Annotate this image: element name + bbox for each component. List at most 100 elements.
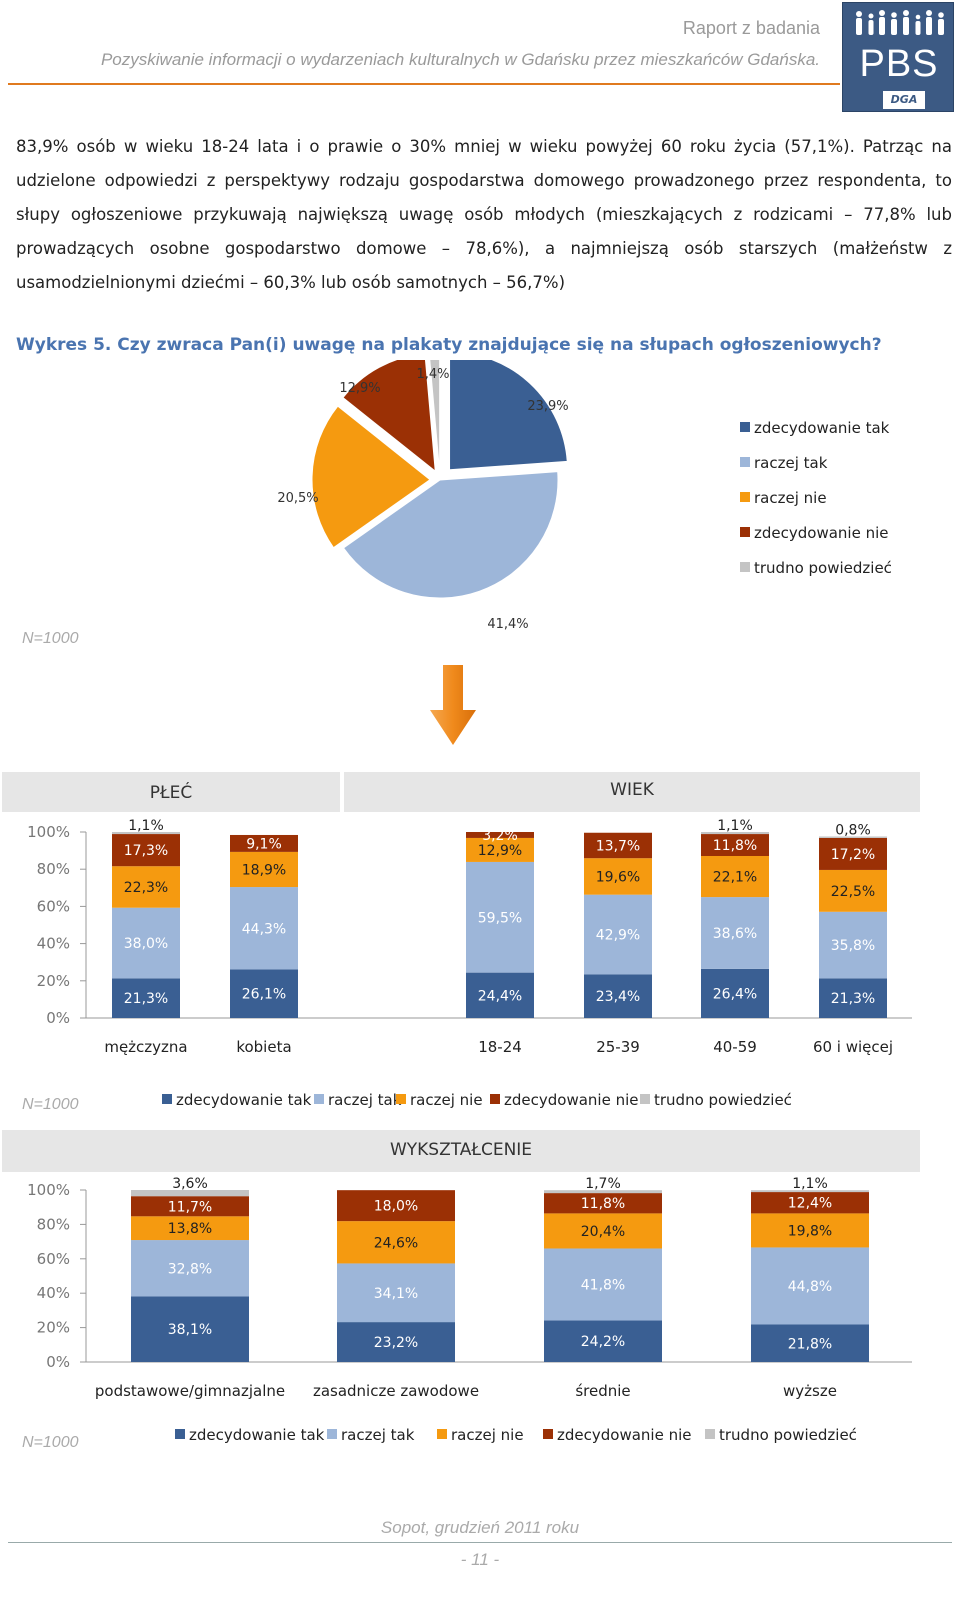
pie-slice-raczej-nie (311, 405, 431, 549)
bar1-value-label-25-39-raczej-nie: 19,6% (596, 869, 640, 885)
legend-label: raczej tak (754, 454, 828, 472)
group-label-wyksztalcenie: WYKSZTAŁCENIE (389, 1140, 533, 1160)
bar1-legend-item-trudno-powiedziec: trudno powiedzieć (640, 1091, 792, 1109)
bar1-bar-mezczyzna-raczej-nie (112, 866, 180, 908)
legend-swatch (740, 562, 750, 572)
bar2-bar-wyzsze-zdecydowanie-nie (751, 1192, 869, 1214)
bar1-bar-mezczyzna-trudno-powiedziec (112, 832, 180, 835)
bar1-legend-item-zdecydowanie-nie: zdecydowanie nie (490, 1091, 638, 1109)
bar1-value-label-60-i-wiecej-raczej-tak: 35,8% (831, 938, 875, 954)
pie-slice-zdecydowanie-tak (449, 360, 568, 471)
bar2-value-label-srednie-trudno-powiedziec: 1,7% (585, 1176, 621, 1192)
report-subtitle: Pozyskiwanie informacji o wydarzeniach k… (100, 50, 820, 69)
bar2-bar-zasadnicze-zawodowe-raczej-nie (337, 1221, 455, 1264)
bar2-value-label-srednie-raczej-nie: 20,4% (581, 1224, 625, 1240)
pie-chart: 23,9% 41,4% 20,5% 12,9% 1,4% (277, 360, 569, 632)
pie-label-zdecydowanie-tak: 23,9% (527, 399, 568, 414)
bar2-category-label-podstawowe-gimnazjalne: podstawowe/gimnazjalne (95, 1382, 285, 1400)
bar1-value-label-60-i-wiecej-zdecydowanie-tak: 21,3% (831, 991, 875, 1007)
legend-label: zdecydowanie tak (189, 1426, 325, 1444)
bar2-value-label-wyzsze-zdecydowanie-tak: 21,8% (788, 1336, 832, 1352)
pbs-logo: PBS DGA (842, 2, 954, 112)
bar1-category-label-40-59: 40-59 (713, 1038, 757, 1056)
bar1-value-label-18-24-raczej-tak: 59,5% (478, 910, 522, 926)
bar1-value-label-40-59-raczej-tak: 38,6% (713, 926, 757, 942)
pie-label-zdecydowanie-nie: 12,9% (339, 381, 380, 396)
legend-swatch (740, 492, 750, 502)
legend-swatch (640, 1094, 650, 1104)
bar1-bar-40-59-trudno-powiedziec (701, 832, 769, 835)
footer-page-number: - 11 - (460, 1550, 500, 1569)
legend-swatch (314, 1094, 324, 1104)
report-title: Raport z badania (682, 18, 820, 38)
bar2-legend-item-raczej-nie: raczej nie (437, 1426, 524, 1444)
bar1-value-label-mezczyzna-raczej-tak: 38,0% (124, 936, 168, 952)
bar1-legend-item-raczej-tak: raczej tak (314, 1091, 401, 1109)
bar2-legend-item-zdecydowanie-tak: zdecydowanie tak (175, 1426, 324, 1444)
bar1-bar-60-i-wiecej-raczej-nie (819, 869, 887, 912)
bar2-value-label-zasadnicze-zawodowe-raczej-tak: 34,1% (374, 1286, 418, 1302)
footer-divider (8, 1542, 952, 1543)
legend-label: raczej tak (341, 1426, 415, 1444)
header-divider (8, 83, 840, 85)
bar2-bar-podstawowe-gimnazjalne-zdecydowanie-tak (131, 1296, 249, 1362)
bar2-category-label-srednie: średnie (575, 1382, 630, 1400)
legend-swatch (175, 1429, 185, 1439)
bar1-ytick: 20% (37, 972, 70, 990)
bar2-bar-zasadnicze-zawodowe-zdecydowanie-nie (337, 1190, 455, 1222)
legend-label: trudno powiedzieć (754, 559, 892, 577)
bar2-value-label-wyzsze-raczej-tak: 44,8% (788, 1279, 832, 1295)
bar1-bar-18-24-zdecydowanie-nie (466, 832, 534, 838)
pie-slice-zdecydowanie-nie (342, 360, 436, 473)
bar1-value-label-40-59-zdecydowanie-tak: 26,4% (713, 986, 757, 1002)
bar1-value-label-mezczyzna-zdecydowanie-nie: 17,3% (124, 843, 168, 859)
bar1-bar-25-39-zdecydowanie-nie (584, 832, 652, 859)
bar2-value-label-podstawowe-gimnazjalne-trudno-powiedziec: 3,6% (172, 1176, 208, 1192)
legend-label: raczej nie (410, 1091, 483, 1109)
bar2-value-label-srednie-raczej-tak: 41,8% (581, 1277, 625, 1293)
group-label-wiek: WIEK (610, 780, 654, 800)
bar1-category-label-60-i-wiecej: 60 i więcej (813, 1038, 893, 1056)
legend-swatch (740, 527, 750, 537)
pie-legend-item-trudno-powiedziec: trudno powiedzieć (740, 559, 892, 577)
bar2-value-label-srednie-zdecydowanie-nie: 11,8% (581, 1196, 625, 1212)
n-label-bar1: N=1000 (22, 1096, 79, 1113)
bar1-bar-kobieta-zdecydowanie-nie (230, 834, 298, 852)
bar2-ytick: 40% (37, 1284, 70, 1302)
bar1-bar-mezczyzna-zdecydowanie-nie (112, 834, 180, 867)
bar1-value-label-25-39-zdecydowanie-nie: 13,7% (596, 838, 640, 854)
bar1-bar-40-59-zdecydowanie-tak (701, 968, 769, 1018)
bar2-bar-srednie-zdecydowanie-tak (544, 1320, 662, 1362)
n-label-bar2: N=1000 (22, 1434, 79, 1451)
legend-label: trudno powiedzieć (719, 1426, 857, 1444)
bar1-value-label-25-39-zdecydowanie-tak: 23,4% (596, 989, 640, 1005)
bar1-category-label-mezczyzna: mężczyzna (104, 1038, 187, 1056)
bar1-value-label-60-i-wiecej-raczej-nie: 22,5% (831, 884, 875, 900)
bar1-value-label-kobieta-raczej-tak: 44,3% (242, 921, 286, 937)
legend-label: raczej nie (754, 489, 827, 507)
bar2-bar-srednie-zdecydowanie-nie (544, 1193, 662, 1214)
pie-label-trudno-powiedziec: 1,4% (416, 367, 449, 382)
bar2-legend-item-raczej-tak: raczej tak (327, 1426, 414, 1444)
n-label-pie: N=1000 (22, 630, 79, 647)
group-band-wiek (344, 772, 920, 812)
bar2-ytick: 0% (46, 1353, 70, 1371)
group-label-plec: PŁEĆ (149, 783, 193, 803)
bar1-bar-kobieta-zdecydowanie-tak (230, 969, 298, 1018)
bar2-value-label-podstawowe-gimnazjalne-zdecydowanie-tak: 38,1% (168, 1322, 212, 1338)
bar1-value-label-18-24-zdecydowanie-nie: 3,2% (482, 828, 518, 844)
group-band-wyksztalcenie (2, 1130, 920, 1172)
bar2-bar-srednie-trudno-powiedziec (544, 1190, 662, 1194)
pie-label-raczej-tak: 41,4% (487, 617, 528, 632)
pie-legend-item-zdecydowanie-nie: zdecydowanie nie (740, 524, 888, 542)
bar1-bar-25-39-zdecydowanie-tak (584, 974, 652, 1018)
bar-chart-wyksztalcenie: 100% 80% 60% 40% 20% 0% 38,1% 32,8% 13,8% 11,7% 3,… (27, 1176, 912, 1400)
bar1-value-label-60-i-wiecej-zdecydowanie-nie: 17,2% (831, 847, 875, 863)
pie-slice-trudno-powiedziec (429, 360, 441, 473)
bar1-value-label-mezczyzna-trudno-powiedziec: 1,1% (128, 818, 164, 834)
bar1-bar-60-i-wiecej-raczej-tak (819, 911, 887, 979)
bar1-value-label-25-39-raczej-tak: 42,9% (596, 928, 640, 944)
bar1-bar-kobieta-raczej-nie (230, 851, 298, 888)
legend-swatch (740, 457, 750, 467)
bar1-bar-18-24-raczej-tak (466, 861, 534, 973)
